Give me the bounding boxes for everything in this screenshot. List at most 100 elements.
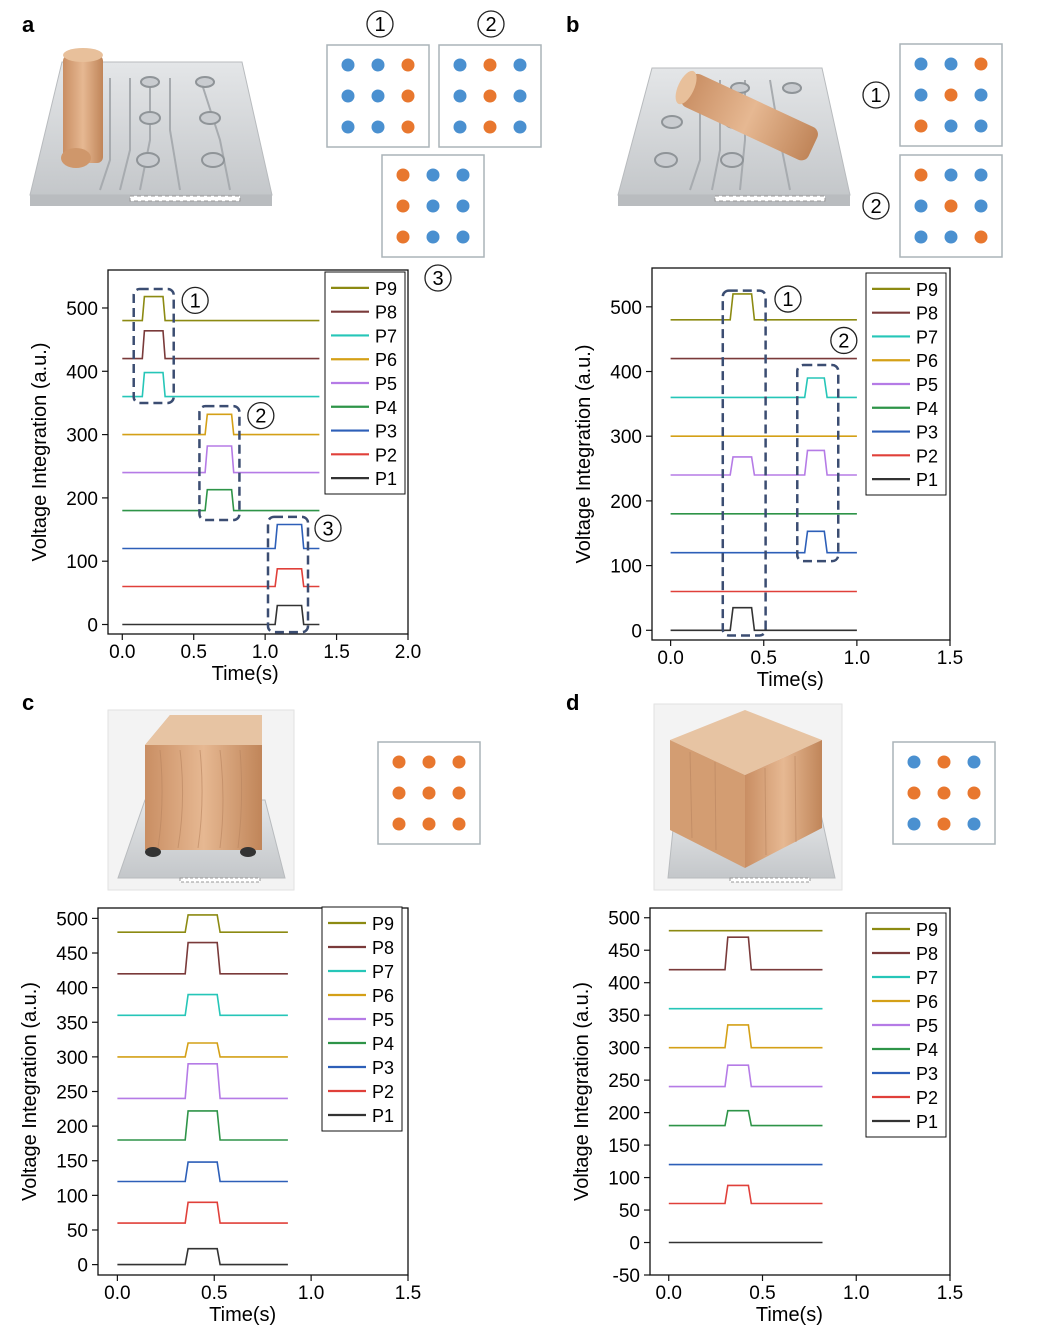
pressed-dot	[914, 168, 928, 182]
legend-entry-p3: P3	[372, 1058, 394, 1078]
chart-a: 0.0 0.5 1.0 1.5 2.0 0 100 200 300 400 500 Time(s) Vo…	[29, 269, 421, 685]
sensor-board-illustration-d	[653, 703, 843, 891]
grid-label-circle	[366, 10, 394, 38]
pressed-dot	[452, 755, 466, 769]
dot-grid-a-2: 2	[438, 10, 542, 148]
legend-entry-p4: P4	[916, 1040, 938, 1060]
legend-entry-p3: P3	[916, 1064, 938, 1084]
y-tick-label: 0	[631, 621, 642, 642]
series-line-p9	[117, 914, 288, 933]
x-axis-label: Time(s)	[756, 1304, 823, 1326]
x-tick-label: 2.0	[395, 642, 421, 663]
unpressed-dot	[907, 817, 921, 831]
x-tick-label: 1.0	[298, 1283, 324, 1304]
unpressed-dot	[426, 199, 440, 213]
legend-entry-p9: P9	[916, 280, 938, 300]
y-tick-label: 0	[77, 1256, 88, 1277]
y-axis-label: Voltage Integration (a.u.)	[19, 982, 41, 1201]
x-tick-label: 1.5	[937, 648, 963, 669]
unpressed-dot	[907, 755, 921, 769]
annotation-label-circle	[247, 401, 275, 430]
series-line-p6	[117, 1042, 288, 1058]
dot-grid-layer: 1 2 3 1 2	[326, 10, 1003, 845]
pressed-dot	[483, 120, 497, 134]
unpressed-dot	[341, 120, 355, 134]
x-tick-label: 0.5	[749, 1283, 775, 1304]
panel-label-c: c	[22, 690, 34, 715]
y-tick-label: 100	[610, 557, 642, 578]
x-tick-label: 0.0	[657, 648, 683, 669]
pressed-dot	[392, 817, 406, 831]
y-tick-label: 200	[608, 1104, 640, 1125]
unpressed-dot	[426, 230, 440, 244]
legend-entry-p2: P2	[372, 1082, 394, 1102]
series-line-p4	[122, 488, 320, 512]
unpressed-dot	[453, 58, 467, 72]
legend-entry-p2: P2	[916, 446, 938, 466]
series-line-p4	[117, 1110, 288, 1141]
series-line-p3	[117, 1161, 288, 1183]
y-tick-label: 400	[56, 979, 88, 1000]
pressed-dot	[396, 230, 410, 244]
y-tick-label: -50	[613, 1266, 640, 1287]
unpressed-dot	[426, 168, 440, 182]
panel-label-d: d	[566, 690, 579, 715]
grid-label: 3	[432, 268, 443, 290]
series-line-p5	[668, 1064, 823, 1088]
series-line-p7	[122, 371, 320, 398]
series-line-p8	[117, 941, 288, 975]
x-tick-label: 0.5	[201, 1283, 227, 1304]
wooden-cube-c	[145, 715, 262, 850]
annotation-label: 1	[782, 289, 793, 311]
pressed-dot	[907, 786, 921, 800]
pressed-dot	[914, 119, 928, 133]
y-tick-label: 50	[619, 1201, 640, 1222]
pressed-dot	[483, 89, 497, 103]
y-tick-label: 200	[56, 1117, 88, 1138]
y-tick-label: 300	[608, 1039, 640, 1060]
series-line-p5	[122, 445, 320, 474]
y-tick-label: 500	[610, 298, 642, 319]
unpressed-dot	[341, 58, 355, 72]
annotation-label-circle	[181, 286, 209, 315]
y-tick-label: 500	[56, 909, 88, 930]
series-line-p1	[117, 1247, 288, 1266]
y-tick-label: 150	[608, 1136, 640, 1157]
legend-entry-p4: P4	[372, 1034, 394, 1054]
chart-b: 0.0 0.5 1.0 1.5 0 100 200 300 400 500 Time(s) Volta…	[573, 267, 963, 691]
dot-grid-b-2: 2	[862, 154, 1003, 258]
legend-d: P9 P8 P7 P6 P5 P4 P3 P2 P1	[865, 912, 947, 1138]
legend-entry-p4: P4	[916, 399, 938, 419]
y-tick-label: 350	[608, 1006, 640, 1027]
wooden-cube-d	[670, 710, 822, 868]
series-line-p1	[122, 604, 320, 626]
y-tick-label: 200	[610, 492, 642, 513]
unpressed-dot	[453, 120, 467, 134]
plot-frame	[107, 269, 409, 635]
unpressed-dot	[513, 89, 527, 103]
y-tick-label: 0	[87, 616, 98, 637]
y-tick-label: 0	[629, 1234, 640, 1255]
unpressed-dot	[944, 230, 958, 244]
pressed-dot	[483, 58, 497, 72]
unpressed-dot	[371, 120, 385, 134]
annotation-box	[796, 363, 840, 563]
legend-entry-p2: P2	[375, 445, 397, 465]
grid-label: 2	[485, 14, 496, 36]
legend-a: P9 P8 P7 P6 P5 P4 P3 P2 P1	[324, 271, 406, 495]
y-tick-label: 400	[608, 974, 640, 995]
y-tick-label: 50	[67, 1221, 88, 1242]
legend-entry-p9: P9	[372, 914, 394, 934]
unpressed-dot	[513, 120, 527, 134]
sensor-board-illustration-a	[29, 48, 273, 206]
plot-frame	[651, 267, 951, 641]
series-line-p2	[117, 1201, 288, 1224]
pressed-dot	[392, 755, 406, 769]
legend-entry-p7: P7	[916, 327, 938, 347]
unpressed-dot	[453, 89, 467, 103]
series-line-p3	[122, 523, 320, 550]
series-line-p1	[670, 606, 857, 632]
legend-entry-p5: P5	[916, 1016, 938, 1036]
pressed-dot	[392, 786, 406, 800]
y-tick-label: 450	[56, 944, 88, 965]
